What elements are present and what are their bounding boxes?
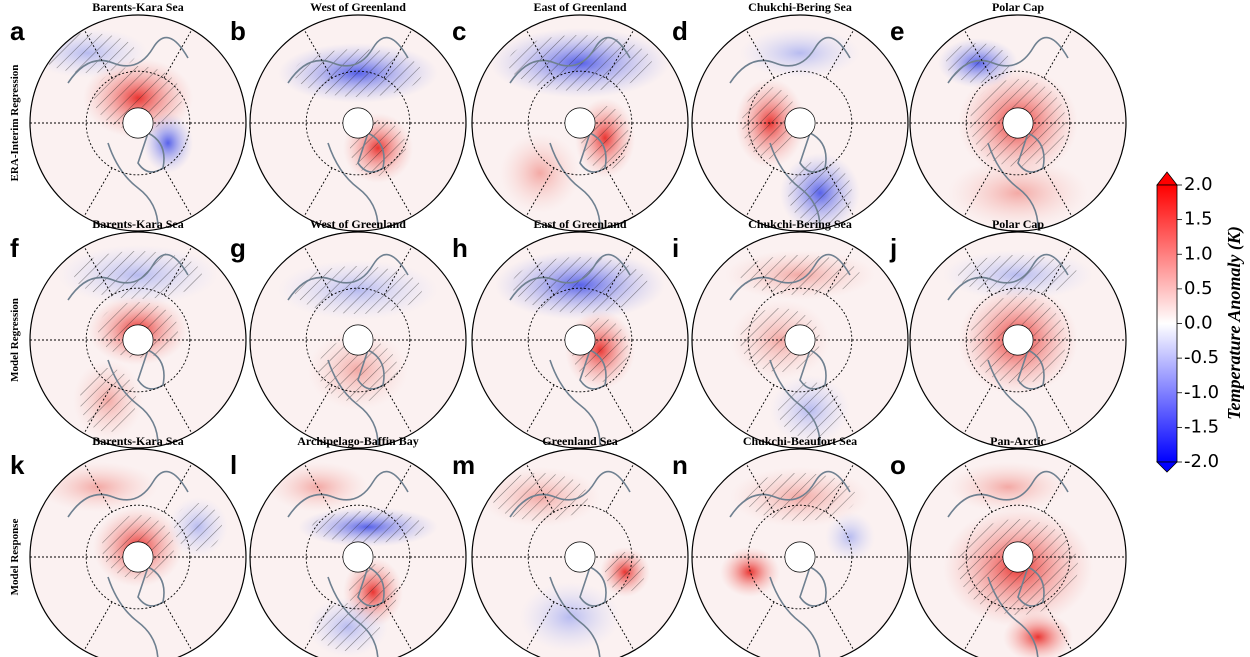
row-label: Model Response: [9, 519, 21, 596]
panel-title: Barents-Kara Sea: [92, 217, 183, 231]
panel-title: West of Greenland: [310, 0, 406, 14]
panel-letter: b: [230, 16, 246, 46]
colorbar-tick-label: -0.5: [1184, 347, 1219, 368]
colorbar-tick-label: -1.0: [1184, 382, 1219, 403]
pole-mask: [785, 325, 815, 355]
pole-mask: [343, 108, 373, 138]
row-label: Model Regression: [9, 298, 21, 382]
panel-letter: e: [890, 16, 904, 46]
panel-title: Polar Cap: [992, 0, 1044, 14]
pole-mask: [123, 108, 153, 138]
figure: ERA-Interim Regression Barents-Kara Sea a W…: [0, 0, 1250, 657]
pole-mask: [785, 542, 815, 572]
map-panel: [472, 15, 688, 231]
anomaly-region: [720, 547, 780, 597]
panel-title: West of Greenland: [310, 217, 406, 231]
panel-title: Archipelago-Baffin Bay: [297, 434, 418, 448]
panels: ERA-Interim Regression Barents-Kara Sea a W…: [9, 0, 1126, 657]
colorbar-label: Temperature Anomaly (K): [1224, 226, 1245, 420]
pole-mask: [343, 542, 373, 572]
panel-title: Pan-Arctic: [990, 434, 1046, 448]
significance-hatch: [316, 603, 380, 651]
panel-title: Barents-Kara Sea: [92, 434, 183, 448]
panel-letter: m: [452, 450, 475, 480]
significance-hatch: [294, 266, 422, 314]
panel-letter: f: [10, 233, 19, 263]
panel-letter: l: [230, 450, 237, 480]
pole-mask: [1003, 542, 1033, 572]
significance-hatch: [74, 251, 202, 299]
map-panel: [692, 232, 908, 448]
significance-hatch: [40, 33, 136, 73]
significance-hatch: [512, 257, 648, 313]
significance-hatch: [605, 552, 645, 592]
panel-letter: h: [452, 233, 468, 263]
panel-letter: j: [889, 233, 897, 263]
colorbar-tick-label: 1.0: [1184, 243, 1213, 264]
panel-letter: k: [10, 450, 25, 480]
pole-mask: [123, 325, 153, 355]
panel-letter: g: [230, 233, 246, 263]
anomaly-region: [948, 462, 1068, 512]
significance-hatch: [740, 255, 860, 295]
pole-mask: [785, 108, 815, 138]
colorbar-tick-label: 0.0: [1184, 313, 1213, 334]
significance-hatch: [174, 503, 222, 551]
colorbar-tick-label: 2.0: [1184, 174, 1213, 195]
panel-title: Chukchi-Beaufort Sea: [743, 434, 857, 448]
panel-title: Barents-Kara Sea: [92, 0, 183, 14]
map-panel: [472, 232, 688, 448]
map-panel: [250, 232, 466, 448]
colorbar-tick-label: 0.5: [1184, 278, 1213, 299]
pole-mask: [565, 542, 595, 572]
significance-hatch: [958, 255, 1078, 295]
anomaly-region: [825, 512, 875, 562]
colorbar-extend-top: [1157, 172, 1177, 185]
colorbar-tick-label: -2.0: [1184, 451, 1219, 472]
pole-mask: [1003, 108, 1033, 138]
map-panel: [910, 15, 1126, 231]
pole-mask: [565, 325, 595, 355]
panel-title: Greenland Sea: [542, 434, 617, 448]
panel-letter: a: [10, 16, 25, 46]
panel-title: Chukchi-Bering Sea: [748, 217, 852, 231]
significance-hatch: [946, 43, 1010, 83]
panel-letter: i: [672, 233, 679, 263]
colorbar-tick-label: -1.5: [1184, 416, 1219, 437]
row-label: ERA-Interim Regression: [9, 65, 21, 182]
colorbar-tick-label: 1.5: [1184, 209, 1213, 230]
panel-letter: o: [890, 450, 906, 480]
panel-letter: d: [672, 16, 688, 46]
panel-title: Polar Cap: [992, 217, 1044, 231]
panel-letter: n: [672, 450, 688, 480]
significance-hatch: [80, 368, 136, 432]
panel-title: East of Greenland: [533, 217, 626, 231]
map-panel: [250, 15, 466, 231]
colorbar-bar: [1157, 185, 1177, 462]
colorbar-extend-bottom: [1157, 462, 1177, 472]
pole-mask: [1003, 325, 1033, 355]
anomaly-region: [520, 582, 620, 652]
anomaly-region: [740, 28, 860, 78]
pole-mask: [565, 108, 595, 138]
significance-hatch: [312, 511, 424, 543]
panel-title: Chukchi-Bering Sea: [748, 0, 852, 14]
map-panel: [910, 232, 1126, 448]
panel-letter: c: [452, 16, 466, 46]
significance-hatch: [294, 49, 422, 97]
colorbar: Temperature Anomaly (K) 2.0 1.5 1.0 0.5 0.0 -…: [1157, 172, 1245, 472]
pole-mask: [123, 542, 153, 572]
pole-mask: [343, 325, 373, 355]
panel-title: East of Greenland: [533, 0, 626, 14]
map-panel: [30, 232, 246, 448]
significance-hatch: [492, 473, 588, 521]
